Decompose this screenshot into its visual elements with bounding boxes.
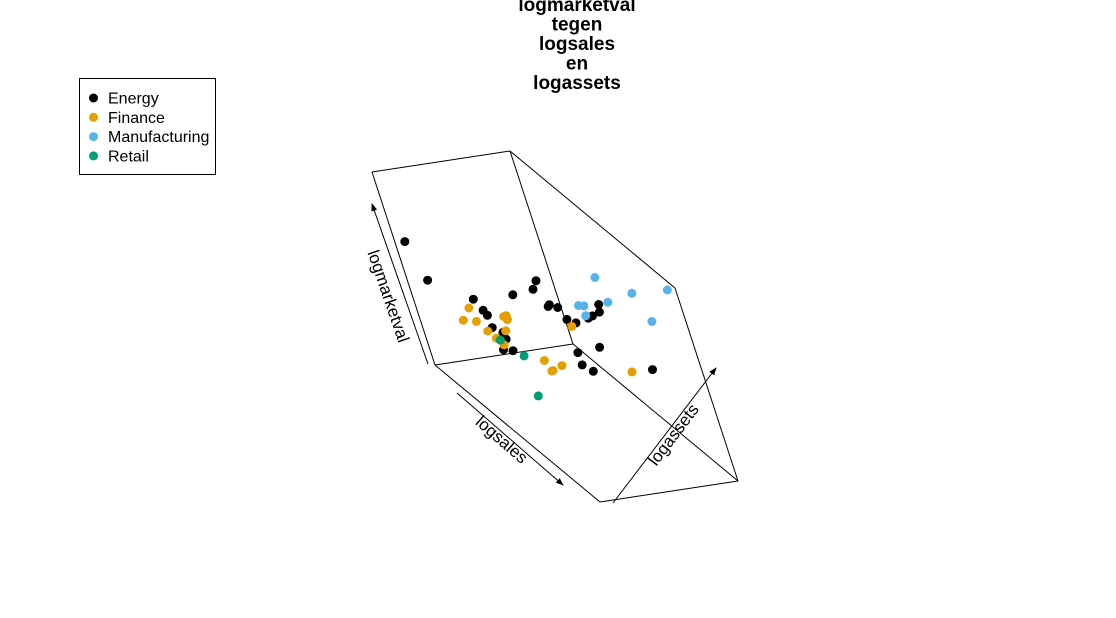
point-retail-0 — [495, 335, 505, 345]
legend-label-finance: Finance — [108, 110, 165, 127]
point-energy-26 — [648, 365, 657, 375]
legend-box — [79, 78, 216, 175]
point-retail-1 — [519, 351, 529, 361]
point-finance-1 — [458, 315, 468, 325]
point-energy-19 — [588, 311, 597, 321]
box-edge-vertical-mid — [509, 150, 574, 345]
point-manufacturing-4 — [590, 273, 600, 282]
yaxis-arrow — [612, 367, 717, 504]
point-energy-0 — [400, 237, 410, 247]
point-finance-10 — [539, 356, 549, 365]
point-finance-9 — [501, 311, 511, 321]
legend-marker-finance — [89, 112, 98, 122]
point-energy-21 — [594, 300, 604, 309]
point-energy-2 — [468, 294, 478, 304]
plot-box — [371, 150, 739, 503]
point-manufacturing-6 — [647, 317, 657, 326]
title-line: logassets — [533, 73, 621, 94]
legend-marker-retail — [89, 151, 98, 161]
point-energy-4 — [482, 310, 492, 320]
legend-marker-energy — [89, 93, 98, 103]
point-finance-15 — [627, 367, 637, 377]
data-points — [400, 237, 672, 401]
point-manufacturing-3 — [603, 297, 613, 307]
point-manufacturing-7 — [662, 285, 672, 295]
point-energy-14 — [544, 300, 554, 310]
box-edge-top-left — [371, 150, 511, 173]
point-energy-10 — [508, 290, 518, 300]
point-retail-2 — [533, 391, 543, 401]
xaxis-arrow — [456, 392, 564, 486]
point-manufacturing-2 — [581, 311, 591, 321]
box-edge-front-y — [599, 480, 739, 503]
title-line: logsales — [539, 34, 615, 55]
zaxis-label: logmarketval — [364, 248, 413, 345]
legend-label-energy: Energy — [108, 91, 159, 108]
box-edge-top-right — [509, 150, 676, 289]
title-line: tegen — [552, 15, 603, 36]
zaxis-arrow — [371, 203, 429, 365]
legend-marker-manufacturing — [89, 132, 98, 142]
point-energy-1 — [423, 275, 433, 285]
point-energy-22 — [573, 348, 583, 358]
point-energy-25 — [595, 342, 605, 352]
point-finance-13 — [557, 361, 567, 371]
title-line: en — [566, 54, 588, 75]
box-edge-back-y — [434, 343, 574, 366]
point-energy-23 — [577, 360, 587, 370]
point-energy-20 — [594, 307, 604, 317]
point-energy-15 — [553, 303, 563, 312]
point-finance-12 — [547, 366, 557, 376]
legend-label-manufacturing: Manufacturing — [108, 129, 209, 146]
point-manufacturing-5 — [627, 288, 637, 298]
point-manufacturing-1 — [579, 301, 589, 311]
legend-label-retail: Retail — [108, 148, 149, 165]
point-finance-2 — [471, 316, 481, 326]
title-line: logmarketval — [518, 0, 635, 16]
point-energy-16 — [562, 314, 572, 324]
point-finance-0 — [464, 303, 474, 313]
box-edge-back-x — [572, 343, 739, 482]
point-energy-24 — [588, 366, 598, 376]
point-finance-6 — [501, 326, 511, 336]
point-energy-8 — [508, 346, 518, 356]
box-edge-vertical-left — [371, 171, 436, 366]
point-finance-14 — [567, 321, 577, 331]
point-energy-12 — [531, 276, 541, 286]
legend: Energy Finance Manufacturing Retail — [79, 78, 216, 175]
box-edge-vertical-right — [674, 287, 739, 482]
box-edge-front-x — [434, 364, 601, 503]
point-energy-11 — [528, 284, 538, 294]
point-finance-3 — [483, 326, 493, 336]
